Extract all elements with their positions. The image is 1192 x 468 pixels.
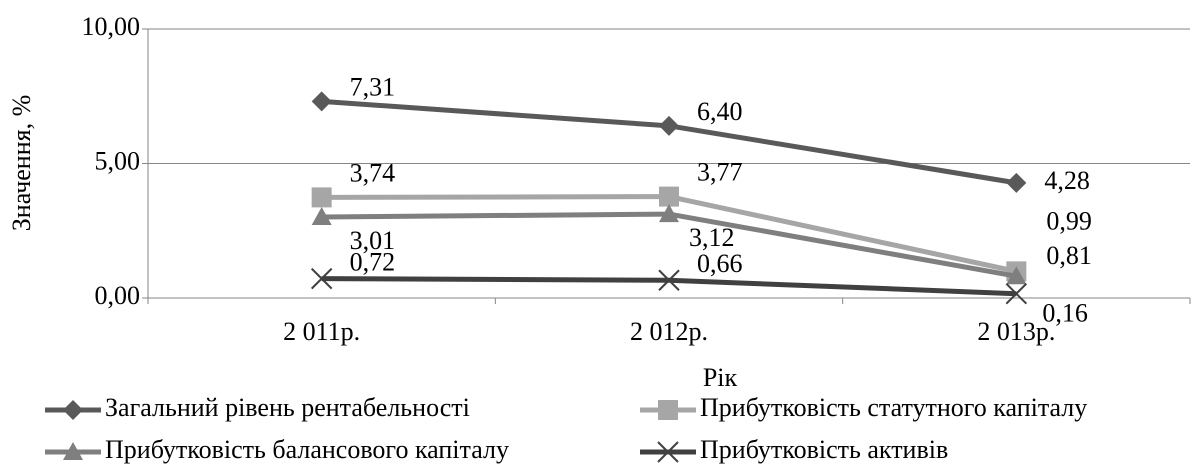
marker (63, 442, 83, 460)
marker (1006, 172, 1027, 193)
marker (63, 400, 83, 420)
y-tick-label: 5,00 (95, 146, 141, 175)
marker (310, 267, 333, 290)
data-label: 3,12 (689, 223, 735, 252)
data-label: 3,74 (350, 158, 396, 187)
data-label: 0,99 (1046, 206, 1092, 235)
x-tick-label: 2 013р. (977, 317, 1055, 346)
legend-item: Прибутковість балансового капіталу (45, 435, 509, 464)
legend-label: Загальний рівень рентабельності (105, 393, 470, 422)
marker (1005, 282, 1028, 305)
data-label: 3,01 (350, 226, 396, 255)
x-tick-label: 2 011р. (283, 317, 360, 346)
marker (311, 187, 332, 208)
legend-item: Прибутковість активів (640, 435, 948, 464)
series-line (321, 98, 1017, 186)
y-tick-label: 10,00 (82, 12, 141, 41)
data-label: 3,77 (697, 158, 743, 187)
y-axis-label: Значення, % (7, 95, 36, 232)
marker (659, 186, 679, 207)
legend-item: Загальний рівень рентабельності (45, 393, 470, 422)
legend-label: Прибутковість активів (700, 435, 948, 464)
marker (311, 91, 332, 112)
legend-label: Прибутковість статутного капіталу (700, 393, 1087, 422)
legend-label: Прибутковість балансового капіталу (105, 435, 509, 464)
series-line (321, 211, 1017, 279)
data-label: 0,81 (1046, 241, 1092, 270)
y-tick-label: 0,00 (95, 281, 141, 310)
x-axis-label: Рік (703, 363, 738, 392)
data-label: 6,40 (697, 97, 743, 126)
marker (659, 115, 679, 136)
data-label: 0,16 (1042, 299, 1088, 328)
marker (311, 207, 332, 226)
data-label: 7,31 (350, 72, 396, 101)
marker (1006, 266, 1027, 285)
marker (658, 269, 680, 291)
data-label: 0,66 (697, 249, 743, 278)
data-label: 0,72 (350, 248, 396, 277)
legend-item: Прибутковість статутного капіталу (640, 393, 1087, 422)
marker (659, 204, 679, 223)
marker (658, 400, 678, 420)
x-tick-label: 2 012р. (630, 317, 708, 346)
data-label: 4,28 (1044, 166, 1090, 195)
marker (657, 441, 679, 463)
